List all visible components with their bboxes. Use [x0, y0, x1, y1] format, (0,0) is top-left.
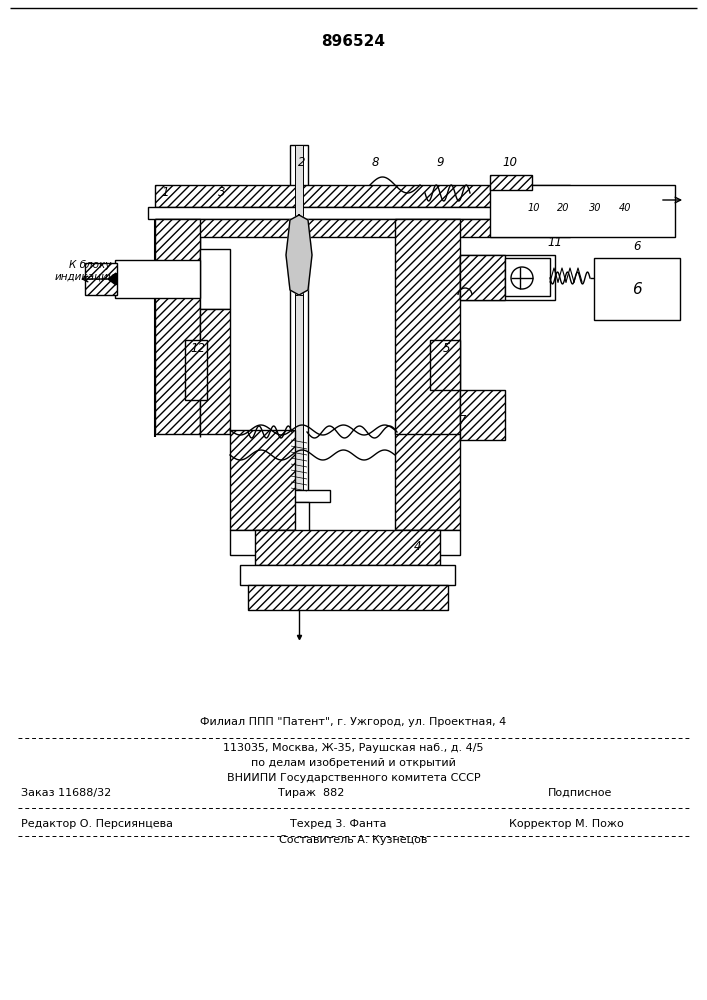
Bar	[460, 390, 505, 440]
Bar	[230, 430, 295, 530]
Bar	[200, 249, 230, 309]
Bar	[270, 490, 330, 502]
Text: Техред 3. Фанта: Техред 3. Фанта	[290, 819, 386, 829]
Bar	[505, 258, 550, 296]
Bar	[148, 207, 577, 219]
Bar	[291, 502, 309, 532]
Text: 1: 1	[161, 186, 169, 200]
Text: 8: 8	[371, 156, 379, 169]
Bar	[395, 530, 460, 555]
Bar	[460, 255, 555, 300]
Text: 9: 9	[436, 156, 444, 169]
Text: 113035, Москва, Ж-35, Раушская наб., д. 4/5: 113035, Москва, Ж-35, Раушская наб., д. …	[223, 743, 484, 753]
Text: Подписное: Подписное	[547, 788, 612, 798]
Bar	[295, 145, 303, 525]
Text: по делам изобретений и открытий: по делам изобретений и открытий	[251, 758, 456, 768]
Text: 6: 6	[632, 282, 642, 296]
Text: ВНИИПИ Государственного комитета СССР: ВНИИПИ Государственного комитета СССР	[227, 773, 480, 783]
Bar	[395, 430, 460, 530]
Text: 20: 20	[556, 203, 569, 213]
Text: К блоку: К блоку	[69, 260, 111, 270]
Text: 10: 10	[503, 156, 518, 169]
Text: индикации: индикации	[54, 272, 115, 282]
Text: Составитель А. Кузнецов: Составитель А. Кузнецов	[279, 835, 428, 845]
Bar	[240, 565, 455, 585]
Text: 5: 5	[443, 342, 451, 355]
Bar	[295, 295, 303, 495]
Polygon shape	[286, 215, 312, 295]
Bar	[594, 258, 680, 320]
Bar	[155, 219, 570, 237]
Bar	[85, 263, 117, 295]
Text: 7: 7	[460, 414, 467, 426]
Text: 6: 6	[633, 239, 641, 252]
Polygon shape	[108, 273, 116, 285]
Text: Корректор М. Пожо: Корректор М. Пожо	[509, 819, 624, 829]
Bar	[185, 340, 207, 400]
Bar	[255, 530, 440, 565]
Text: 3: 3	[218, 186, 226, 200]
Bar	[155, 185, 570, 207]
Bar	[230, 530, 295, 555]
Bar	[490, 175, 532, 190]
Bar	[115, 260, 200, 298]
Bar	[460, 255, 505, 300]
Text: 2: 2	[298, 156, 305, 169]
Bar	[155, 219, 200, 434]
Text: Тираж  882: Тираж 882	[278, 788, 344, 798]
Text: Филиал ППП "Патент", г. Ужгород, ул. Проектная, 4: Филиал ППП "Патент", г. Ужгород, ул. Про…	[200, 717, 507, 727]
Bar	[395, 219, 460, 434]
Text: 12: 12	[190, 342, 206, 355]
Text: 4: 4	[414, 540, 422, 554]
Text: 40: 40	[619, 203, 631, 213]
Text: Редактор О. Персиянцева: Редактор О. Персиянцева	[21, 819, 173, 829]
Bar	[430, 340, 460, 390]
Bar	[248, 585, 448, 610]
Text: 10: 10	[527, 203, 540, 213]
Bar	[490, 185, 675, 237]
Text: 30: 30	[589, 203, 601, 213]
Text: 11: 11	[547, 235, 563, 248]
Bar	[200, 309, 230, 434]
Bar	[290, 145, 308, 525]
Text: 896524: 896524	[321, 34, 385, 49]
Text: Заказ 11688/32: Заказ 11688/32	[21, 788, 112, 798]
